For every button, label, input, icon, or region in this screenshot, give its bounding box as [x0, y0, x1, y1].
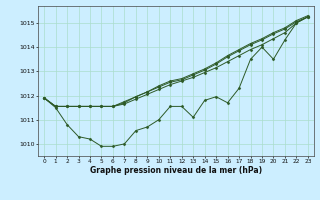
X-axis label: Graphe pression niveau de la mer (hPa): Graphe pression niveau de la mer (hPa) [90, 166, 262, 175]
